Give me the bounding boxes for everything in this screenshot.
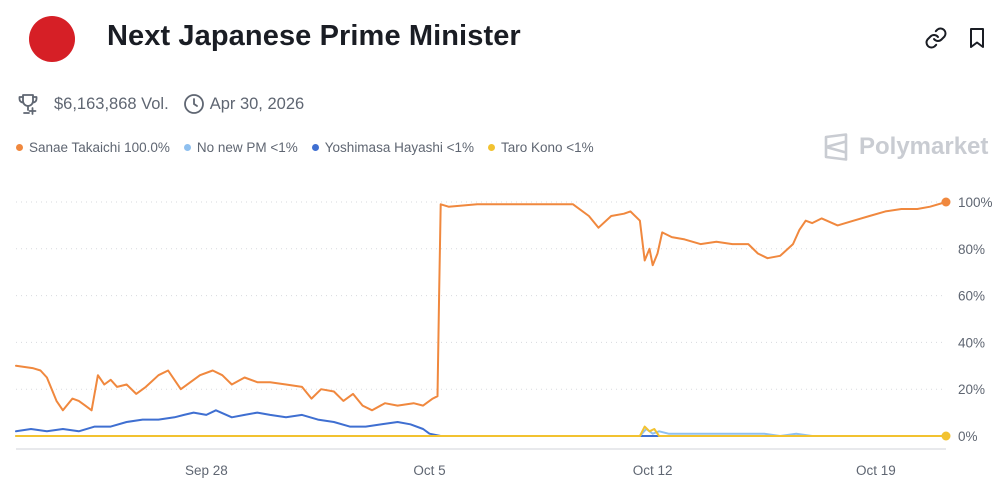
y-tick-label: 40% [958, 335, 985, 350]
link-icon[interactable] [924, 26, 948, 50]
polymarket-watermark: Polymarket [823, 132, 988, 162]
y-tick-label: 0% [958, 429, 978, 444]
x-tick-label: Oct 5 [413, 463, 445, 478]
series-line-sanae-takaichi [15, 201, 947, 412]
x-tick-label: Sep 28 [185, 463, 228, 478]
x-tick-label: Oct 12 [633, 463, 673, 478]
series-line-yoshimasa-hayashi [15, 409, 947, 437]
bookmark-icon[interactable] [965, 26, 989, 50]
legend-item-no-new-pm: No new PM <1% [183, 139, 298, 155]
legend-label: Sanae Takaichi 100.0% [29, 139, 170, 155]
series-line-no-new-pm [15, 428, 947, 437]
polymarket-logo-icon [824, 133, 848, 161]
trophy-icon [16, 92, 40, 116]
legend-label: Taro Kono <1% [501, 139, 594, 155]
legend-dot [183, 143, 191, 151]
legend-dot [488, 143, 495, 151]
legend-item-takaichi: Sanae Takaichi 100.0% [16, 140, 170, 155]
legend-dot [311, 143, 319, 151]
y-tick-label: 100% [958, 195, 993, 210]
watermark-text: Polymarket [859, 133, 989, 160]
page-title: Next Japanese Prime Minister [107, 20, 521, 52]
legend-dot [16, 143, 23, 151]
clock-icon [182, 92, 206, 116]
market-meta: $6,163,868 Vol. Apr 30, 2026 [16, 92, 304, 116]
end-date-text: Apr 30, 2026 [209, 94, 305, 113]
y-tick-label: 80% [958, 242, 985, 257]
x-tick-label: Oct 19 [856, 463, 896, 478]
japan-flag-icon [29, 16, 75, 62]
series-line-taro-kono [15, 425, 947, 437]
legend-item-hayashi: Yoshimasa Hayashi <1% [311, 139, 474, 155]
legend-label: Yoshimasa Hayashi <1% [324, 139, 474, 155]
series-end-marker [941, 197, 951, 207]
chart-legend: Sanae Takaichi 100.0% No new PM <1% Yosh… [16, 138, 608, 156]
y-tick-label: 20% [958, 382, 985, 397]
series-end-marker [941, 431, 951, 441]
y-tick-label: 60% [958, 289, 985, 304]
legend-item-kono: Taro Kono <1% [488, 140, 594, 155]
legend-label: No new PM <1% [196, 139, 298, 155]
volume-text: $6,163,868 Vol. [54, 94, 169, 113]
